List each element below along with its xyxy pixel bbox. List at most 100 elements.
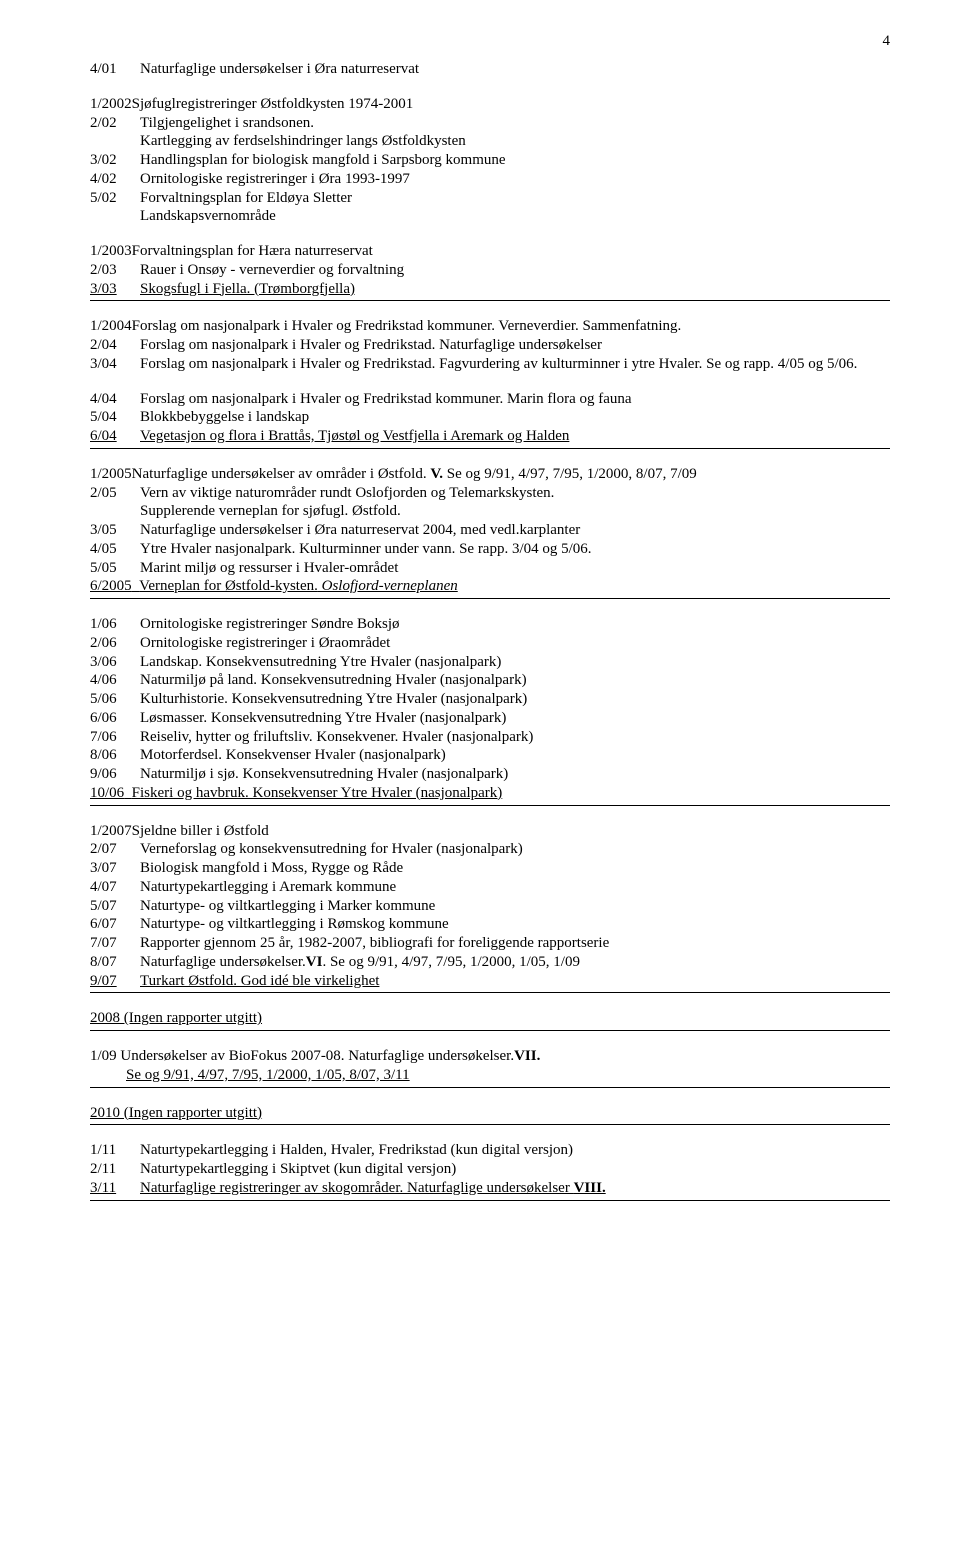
entry-code: 5/07 [90, 897, 140, 916]
entry-code: 1/2002 [90, 95, 132, 114]
entry-code: 5/06 [90, 690, 140, 709]
entry-italic: Oslofjord-verneplanen [318, 578, 458, 594]
block-2004a: 1/2004 Forslag om nasjonalpark i Hvaler … [90, 317, 890, 373]
entry-text: Løsmasser. Konsekvensutredning Ytre Hval… [140, 709, 890, 728]
entry-code: 2/06 [90, 634, 140, 653]
entry-text: Vern av viktige naturområder rundt Oslof… [140, 484, 890, 503]
entry-text: Naturfaglige undersøkelser i Øra naturre… [140, 521, 890, 540]
entry-text: Forslag om nasjonalpark i Hvaler og Fred… [140, 390, 890, 409]
entry-text: Turkart Østfold. God idé ble virkelighet [140, 972, 890, 991]
block-2010-heading: 2010 (Ingen rapporter utgitt) [90, 1104, 890, 1126]
entry-code: 1/06 [90, 615, 140, 634]
entry-text: Verneforslag og konsekvensutredning for … [140, 840, 890, 859]
entry-text: 1/09 Undersøkelser av BioFokus 2007-08. … [90, 1048, 514, 1064]
entry-code: 3/02 [90, 151, 140, 170]
heading-text: 2010 (Ingen rapporter utgitt) [90, 1105, 262, 1121]
entry-text: Blokkbebyggelse i landskap [140, 408, 890, 427]
entry-text: Verneplan for Østfold-kysten. Oslofjord-… [132, 577, 890, 596]
entry-code: 2/11 [90, 1160, 140, 1179]
entry-code: 4/04 [90, 390, 140, 409]
entry-code: 4/06 [90, 671, 140, 690]
entry-code: 4/02 [90, 170, 140, 189]
entry-code: 9/06 [90, 765, 140, 784]
entry-pre: Naturfaglige undersøkelser. [140, 954, 306, 970]
entry-text: Naturfaglige undersøkelser.VI. Se og 9/9… [140, 953, 890, 972]
entry-code: 2/03 [90, 261, 140, 280]
entry-code: 1/2007 [90, 822, 132, 841]
entry-code: 1/2005 [90, 465, 132, 484]
entry-bold: VII. [514, 1048, 540, 1064]
entry-text: Naturfaglige registreringer av skogområd… [140, 1179, 890, 1198]
entry-code: 2/05 [90, 484, 140, 503]
entry-text: Naturmiljø i sjø. Konsekvensutredning Hv… [140, 765, 890, 784]
block-2004b: 4/04 Forslag om nasjonalpark i Hvaler og… [90, 390, 890, 449]
entry-code: 6/04 [90, 427, 140, 446]
entry-text: Vegetasjon og flora i Brattås, Tjøstøl o… [140, 427, 890, 446]
entry-pre: Naturfaglige registreringer av skogområd… [140, 1180, 574, 1196]
entry-code: 1/2003 [90, 242, 132, 261]
entry-text: Biologisk mangfold i Moss, Rygge og Råde [140, 859, 890, 878]
block-2006: 1/06Ornitologiske registreringer Søndre … [90, 615, 890, 806]
entry-text: Fiskeri og havbruk. Konsekvenser Ytre Hv… [124, 784, 890, 803]
entry-t1: Verneplan for Østfold-kysten. [139, 578, 318, 594]
entry-text: Ornitologiske registreringer i Øra 1993-… [140, 170, 890, 189]
entry-code: 5/04 [90, 408, 140, 427]
entry-text: Forslag om nasjonalpark i Hvaler og Fred… [140, 355, 890, 374]
entry-code: 2/07 [90, 840, 140, 859]
entry-code: 5/05 [90, 559, 140, 578]
entry-text: Skogsfugl i Fjella. (Trømborgfjella) [140, 280, 890, 299]
entry-line2: Se og 9/91, 4/97, 7/95, 1/2000, 1/05, 8/… [90, 1066, 890, 1085]
entry-code: 3/03 [90, 280, 140, 299]
entry-text: Ornitologiske registreringer Søndre Boks… [140, 615, 890, 634]
entry-text: Naturtypekartlegging i Skiptvet (kun dig… [140, 1160, 890, 1179]
entry-post: . Se og 9/91, 4/97, 7/95, 1/2000, 1/05, … [322, 954, 580, 970]
entry-pre: Naturfaglige undersøkelser av områder i … [132, 466, 431, 482]
entry-code: 7/06 [90, 728, 140, 747]
entry-bold: VI [306, 954, 323, 970]
entry-code: 3/04 [90, 355, 140, 374]
entry-code: 4/05 [90, 540, 140, 559]
entry-bold: V. [430, 466, 443, 482]
entry-text: Naturfaglige undersøkelser av områder i … [132, 465, 890, 484]
entry-text: Supplerende verneplan for sjøfugl. Østfo… [90, 502, 890, 521]
entry-code: 8/07 [90, 953, 140, 972]
entry-code: 3/06 [90, 653, 140, 672]
block-2005: 1/2005 Naturfaglige undersøkelser av omr… [90, 465, 890, 599]
entry-text: Sjeldne biller i Østfold [132, 822, 890, 841]
entry-text: Marint miljø og ressurser i Hvaler-områd… [140, 559, 890, 578]
entry-text: Rauer i Onsøy - verneverdier og forvaltn… [140, 261, 890, 280]
entry-code: 4/07 [90, 878, 140, 897]
entry-code: 1/2004 [90, 317, 132, 336]
entry-t1: Fiskeri og havbruk. Konsekvenser Ytre Hv… [132, 785, 503, 801]
block-2002: 1/2002Sjøfuglregistreringer Østfoldkyste… [90, 95, 890, 226]
entry-text: Motorferdsel. Konsekvenser Hvaler (nasjo… [140, 746, 890, 765]
entry-code: 3/11 [90, 1179, 140, 1198]
entry-text: Forvaltningsplan for Eldøya Sletter [140, 189, 890, 208]
block-2003: 1/2003 Forvaltningsplan for Hæra naturre… [90, 242, 890, 301]
entry-text: Naturtype- og viltkartlegging i Marker k… [140, 897, 890, 916]
entry-code: 2/04 [90, 336, 140, 355]
entry-code: 4/01 [90, 60, 140, 79]
entry-text: Naturtypekartlegging i Aremark kommune [140, 878, 890, 897]
entry-code: 6/2005 [90, 577, 132, 596]
entry-text: Naturtype- og viltkartlegging i Rømskog … [140, 915, 890, 934]
entry-bold: VIII. [574, 1180, 606, 1196]
entry-text: Kulturhistorie. Konsekvensutredning Ytre… [140, 690, 890, 709]
block-2009: 1/09 Undersøkelser av BioFokus 2007-08. … [90, 1047, 890, 1088]
entry-post: Se og 9/91, 4/97, 7/95, 1/2000, 8/07, 7/… [443, 466, 697, 482]
entry-text: Ytre Hvaler nasjonalpark. Kulturminner u… [140, 540, 890, 559]
entry-text: Handlingsplan for biologisk mangfold i S… [140, 151, 890, 170]
page-number: 4 [883, 32, 891, 51]
entry-text: Naturtypekartlegging i Halden, Hvaler, F… [140, 1141, 890, 1160]
entry-code: 3/05 [90, 521, 140, 540]
entry-code: 5/02 [90, 189, 140, 208]
entry-text: Landskap. Konsekvensutredning Ytre Hvale… [140, 653, 890, 672]
entry-text: Tilgjengelighet i srandsonen. [140, 114, 890, 133]
block-2007: 1/2007 Sjeldne biller i Østfold2/07Verne… [90, 822, 890, 994]
entry-text: Naturfaglige undersøkelser i Øra naturre… [140, 60, 890, 79]
entry-text: Forvaltningsplan for Hæra naturreservat [132, 242, 890, 261]
entry-code: 8/06 [90, 746, 140, 765]
entry-code: 10/06 [90, 784, 124, 803]
block-2001: 4/01Naturfaglige undersøkelser i Øra nat… [90, 60, 890, 79]
entry-text: Forslag om nasjonalpark i Hvaler og Fred… [132, 317, 890, 336]
